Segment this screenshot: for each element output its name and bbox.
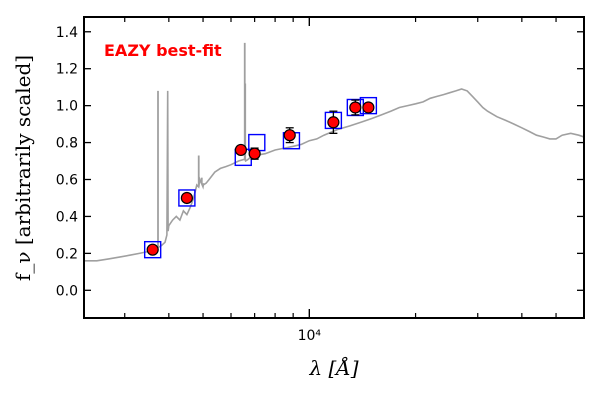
y-tick-label: 1.2: [56, 62, 78, 78]
x-axis-label: λ [Å]: [308, 355, 358, 380]
y-axis-label: f_ν [arbitrarily scaled]: [11, 55, 35, 281]
observed-flux-point: [146, 243, 159, 256]
observed-flux-point: [283, 129, 296, 142]
observed-flux-point: [248, 147, 261, 160]
observed-flux-point: [362, 101, 375, 114]
y-tick-label: 0.2: [56, 246, 78, 262]
y-tick-label: 1.0: [56, 99, 78, 115]
observed-flux-point: [327, 116, 340, 129]
axis-ticks: 0.0 0.2 0.4 0.6 0.8 1.0 1.2 1.4 10⁴: [56, 17, 584, 344]
y-tick-label: 0.8: [56, 136, 78, 152]
y-tick-label: 0.0: [56, 283, 78, 299]
y-tick-label: 0.6: [56, 173, 78, 189]
y-tick-label: 0.4: [56, 209, 78, 225]
observed-flux-point: [234, 143, 247, 157]
annotation-label: EAZY best-fit: [104, 41, 222, 60]
plot-area: [84, 42, 584, 262]
x-tick-label: 10⁴: [298, 328, 322, 344]
model-flux-square: [178, 189, 196, 207]
plot-content: [84, 42, 584, 262]
y-tick-label: 1.4: [56, 25, 78, 41]
observed-flux-point: [180, 191, 193, 205]
plot-frame: [83, 16, 585, 319]
observed-flux-point: [349, 101, 362, 114]
model-flux-square: [143, 240, 162, 259]
template-spectrum-line: [84, 88, 584, 262]
